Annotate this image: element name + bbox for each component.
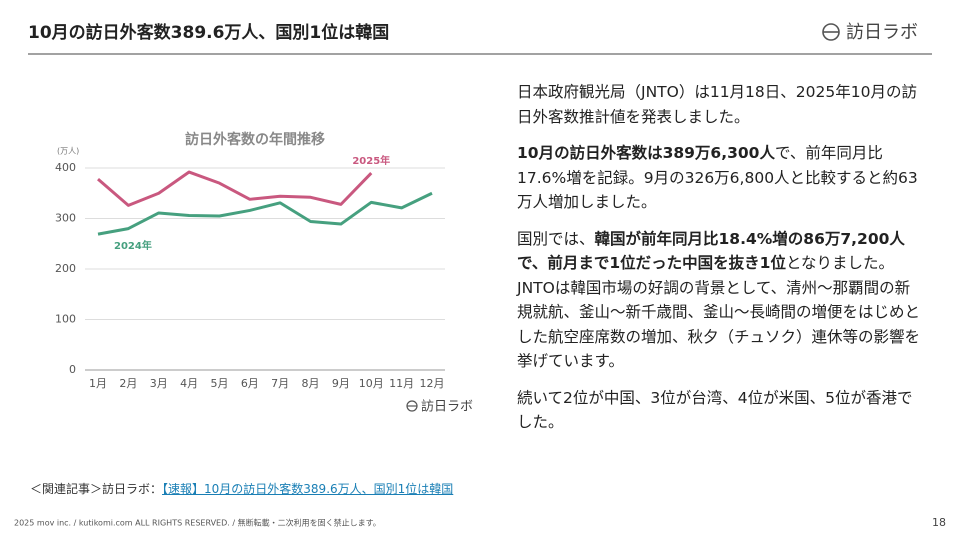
x-tick-label: 3月 xyxy=(150,377,168,390)
related-link[interactable]: 【速報】10月の訪日外客数389.6万人、国別1位は韓国 xyxy=(162,482,454,496)
text: 国別では、 xyxy=(517,229,595,248)
paragraph: 10月の訪日外客数は389万6,300人で、前年同月比17.6%増を記録。9月の… xyxy=(517,141,922,215)
chart-title: 訪日外客数の年間推移 xyxy=(185,131,325,148)
body-text: 日本政府観光局（JNTO）は11月18日、2025年10月の訪日外客数推計値を発… xyxy=(517,80,922,447)
related-article: ＜関連記事＞訪日ラボ：【速報】10月の訪日外客数389.6万人、国別1位は韓国 xyxy=(30,480,453,497)
y-tick-label: 400 xyxy=(55,161,76,174)
series-label: 2025年 xyxy=(352,154,390,167)
paragraph: 続いて2位が中国、3位が台湾、4位が米国、5位が香港でした。 xyxy=(517,386,922,435)
copyright: 2025 mov inc. / kutikomi.com ALL RIGHTS … xyxy=(14,518,381,528)
series-label: 2024年 xyxy=(114,239,152,252)
logo-text: 訪日ラボ xyxy=(846,22,918,43)
slide-title: 10月の訪日外客数389.6万人、国別1位は韓国 xyxy=(28,22,389,43)
text: 日本政府観光局（JNTO）は11月18日、2025年10月の訪日外客数推計値を発… xyxy=(517,83,917,126)
x-tick-label: 5月 xyxy=(210,377,228,390)
bold-text: 10月の訪日外客数は389万6,300人 xyxy=(517,144,775,162)
x-tick-label: 9月 xyxy=(332,377,350,390)
x-tick-label: 8月 xyxy=(302,377,320,390)
x-tick-label: 2月 xyxy=(119,377,137,390)
y-tick-label: 100 xyxy=(55,313,76,326)
paragraph: 国別では、韓国が前年同月比18.4%増の86万7,200人で、前月まで1位だった… xyxy=(517,227,922,374)
x-tick-label: 4月 xyxy=(180,377,198,390)
x-tick-label: 7月 xyxy=(271,377,289,390)
x-tick-label: 6月 xyxy=(241,377,259,390)
y-tick-label: 0 xyxy=(69,363,76,376)
x-tick-label: 11月 xyxy=(389,377,414,390)
series-line xyxy=(97,170,373,207)
x-tick-label: 1月 xyxy=(89,377,107,390)
y-tick-label: 200 xyxy=(55,262,76,275)
y-unit: (万人) xyxy=(57,147,79,156)
text: で、前年同月比17.6%増を記録。9月の326万6,800人と比較すると約63万… xyxy=(517,144,918,211)
header-logo: 訪日ラボ xyxy=(822,22,918,43)
text: となりました。JNTOは韓国市場の好調の背景として、清州〜那覇間の新規就航、釜山… xyxy=(517,254,921,370)
x-tick-label: 12月 xyxy=(420,377,445,390)
series-line xyxy=(97,191,433,236)
source-text: 訪日ラボ xyxy=(421,399,473,415)
related-prefix: ＜関連記事＞訪日ラボ： xyxy=(30,482,163,496)
source-logo: 訪日ラボ xyxy=(406,399,473,415)
page-number: 18 xyxy=(932,516,946,529)
x-tick-label: 10月 xyxy=(359,377,384,390)
y-tick-label: 300 xyxy=(55,212,76,225)
paragraph: 日本政府観光局（JNTO）は11月18日、2025年10月の訪日外客数推計値を発… xyxy=(517,80,922,129)
text: 続いて2位が中国、3位が台湾、4位が米国、5位が香港でした。 xyxy=(517,388,913,432)
bold-text: 韓国が前年同月比18.4%増の86万7,200人で、前月まで1位だった中国を抜き… xyxy=(517,229,905,273)
